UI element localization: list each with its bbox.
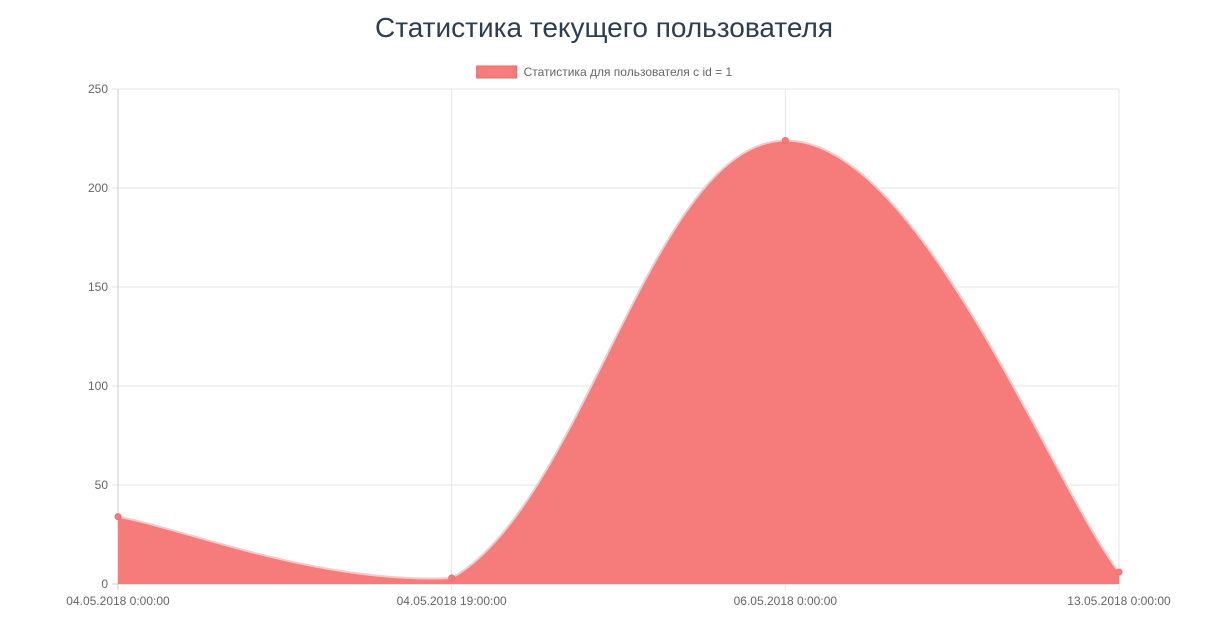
legend-label[interactable]: Статистика для пользователя с id = 1 (524, 65, 733, 79)
y-tick-label: 200 (88, 181, 108, 195)
y-tick-label: 0 (101, 577, 108, 591)
x-tick-label: 04.05.2018 19:00:00 (397, 594, 507, 608)
y-tick-label: 250 (88, 82, 108, 96)
series-area (118, 140, 1119, 585)
x-tick-label: 13.05.2018 0:00:00 (1067, 594, 1171, 608)
y-tick-label: 150 (88, 280, 108, 294)
x-tick-label: 06.05.2018 0:00:00 (734, 594, 838, 608)
series-line (117, 139, 1120, 580)
x-tick-label: 04.05.2018 0:00:00 (66, 594, 170, 608)
data-point[interactable] (448, 574, 456, 582)
data-point[interactable] (114, 513, 122, 521)
legend-swatch[interactable] (476, 65, 518, 79)
y-tick-label: 100 (88, 379, 108, 393)
data-point[interactable] (781, 136, 789, 144)
page-title: Статистика текущего пользователя (374, 12, 834, 43)
data-point[interactable] (1115, 568, 1123, 576)
y-tick-label: 50 (95, 478, 109, 492)
